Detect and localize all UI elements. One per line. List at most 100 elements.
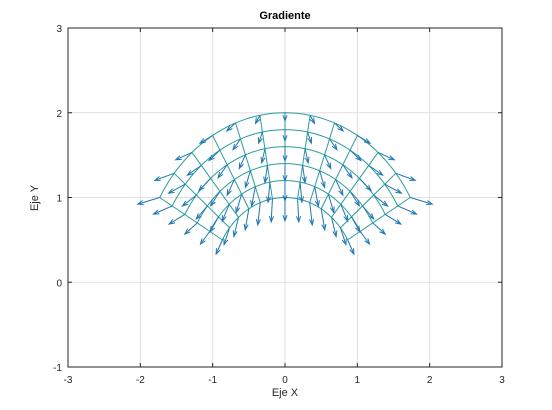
x-tick-label: -1 (208, 375, 217, 386)
gradient-arrow (270, 198, 273, 222)
gradient-arrow-head (174, 155, 182, 161)
x-tick-label: -2 (136, 375, 145, 386)
gradient-arrow-head (320, 181, 326, 189)
gradient-arrow (347, 239, 355, 255)
mesh-ray (347, 197, 411, 241)
gradient-arrow-head (364, 138, 372, 144)
gradient-arrow-head (341, 238, 347, 247)
gradient-arrow-head (304, 156, 310, 165)
gradient-arrow-head (238, 162, 244, 170)
gradient-arrow-head (223, 238, 229, 247)
gradient-arrow-head (197, 184, 205, 192)
gradient-arrow (324, 154, 332, 169)
gradient-arrow-head (332, 230, 338, 238)
gradient-arrow-head (354, 199, 361, 208)
gradient-arrow-head (368, 213, 375, 221)
gradient-arrow-head (298, 196, 304, 204)
gradient-arrow-head (379, 228, 387, 236)
gradient-arrow-head (355, 154, 363, 162)
gradient-arrow (257, 202, 261, 225)
gradient-arrow (314, 186, 319, 207)
gradient-arrow-head (346, 171, 353, 180)
gradient-arrow-head (263, 176, 269, 184)
gradient-arrow (215, 239, 223, 255)
gradient-arrow (410, 197, 433, 205)
gradient-arrow-head (410, 209, 418, 215)
gradient-arrow (297, 198, 300, 222)
gradient-arrow (226, 179, 235, 196)
gradient-arrow (373, 194, 388, 207)
gradient-arrow (309, 202, 313, 225)
gradient-arrow (153, 205, 173, 215)
x-tick-label: 2 (427, 375, 433, 386)
gradient-arrow (137, 197, 160, 205)
gradient-arrow-head (221, 215, 227, 223)
gradient-arrow-head (167, 188, 175, 194)
mesh-ray (331, 152, 379, 218)
gradient-arrow (334, 122, 344, 132)
x-tick-label: 1 (355, 375, 361, 386)
gradient-arrow (258, 131, 263, 144)
gradient-arrow-head (282, 195, 288, 203)
gradient-arrow (349, 191, 360, 207)
x-tick-label: -3 (64, 375, 73, 386)
gradient-arrow (327, 194, 335, 213)
gradient-arrow (200, 231, 211, 245)
gradient-arrow (304, 148, 309, 163)
gradient-arrow (199, 135, 213, 144)
gradient-arrow (267, 182, 271, 203)
gradient-arrow (384, 214, 402, 225)
gradient-arrow (357, 135, 371, 144)
gradient-arrow (362, 205, 375, 220)
gradient-arrow-head (136, 200, 144, 205)
gradient-arrow (331, 217, 337, 237)
gradient-arrow-head (309, 117, 316, 125)
gradient-arrow (372, 222, 386, 235)
gradient-arrow-head (282, 215, 288, 223)
gradient-arrow-head (243, 223, 249, 232)
gradient-arrow (182, 194, 197, 207)
arrows (136, 112, 434, 256)
gradient-arrow-head (329, 206, 335, 214)
gradient-arrow (244, 208, 250, 230)
gradient-arrow-head (394, 219, 403, 225)
y-tick-label: -1 (53, 363, 62, 374)
gradient-arrow-head (354, 225, 361, 234)
gradient-arrow (359, 178, 372, 191)
x-tick-label: 3 (499, 375, 505, 386)
gradient-arrow-head (282, 135, 288, 143)
gradient-arrow (223, 227, 231, 245)
gradient-arrow (377, 151, 395, 161)
gradient-arrow-head (260, 156, 266, 165)
gradient-arrow-head (186, 169, 194, 176)
gradient-arrow (168, 183, 186, 194)
gradient-arrow-head (232, 143, 239, 151)
gradient-arrow (255, 115, 261, 124)
y-tick-label: 2 (56, 109, 62, 120)
gradient-arrow-head (349, 248, 355, 256)
gradient-arrow (195, 205, 208, 220)
mesh-ray (259, 115, 273, 199)
gradient-arrow (384, 183, 402, 194)
y-tick-label: 0 (56, 278, 62, 289)
chart-title: Gradiente (259, 10, 310, 22)
mesh-ray (297, 115, 311, 199)
gradient-arrow (261, 148, 266, 163)
gradient-arrow-head (183, 228, 191, 236)
gradient-arrow-head (181, 200, 189, 207)
gradient-arrow (238, 154, 246, 169)
gradient-arrow-head (232, 230, 238, 238)
gradient-arrow (209, 216, 219, 233)
gradient-arrow (395, 172, 416, 181)
gradient-arrow (307, 131, 312, 144)
gradient-arrow-head (266, 196, 272, 204)
mesh-ray (309, 122, 335, 203)
gradient-arrow-head (395, 188, 403, 194)
gradient-arrow-head (226, 189, 232, 197)
gradient-arrow (226, 122, 236, 132)
gradient-arrow-head (199, 238, 206, 246)
gradient-arrow-head (409, 176, 417, 181)
mesh-ray (340, 172, 397, 229)
gradient-arrow-head (250, 200, 256, 208)
